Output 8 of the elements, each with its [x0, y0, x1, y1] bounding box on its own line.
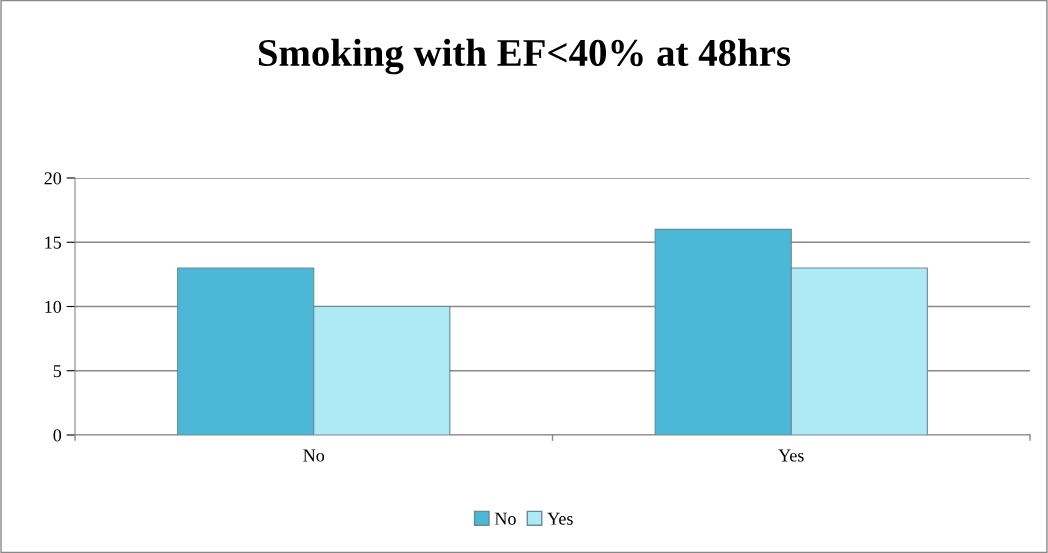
legend-label: No: [494, 512, 516, 525]
chart-title: Smoking with EF<40% at 48hrs: [258, 38, 791, 75]
y-tick-label: 20: [44, 172, 62, 185]
y-tick-label: 5: [53, 365, 62, 378]
y-tick-label: 15: [45, 236, 62, 249]
legend-label: Yes: [547, 512, 573, 525]
y-tick-label: 0: [53, 429, 62, 442]
y-tick-label: 10: [45, 300, 62, 313]
